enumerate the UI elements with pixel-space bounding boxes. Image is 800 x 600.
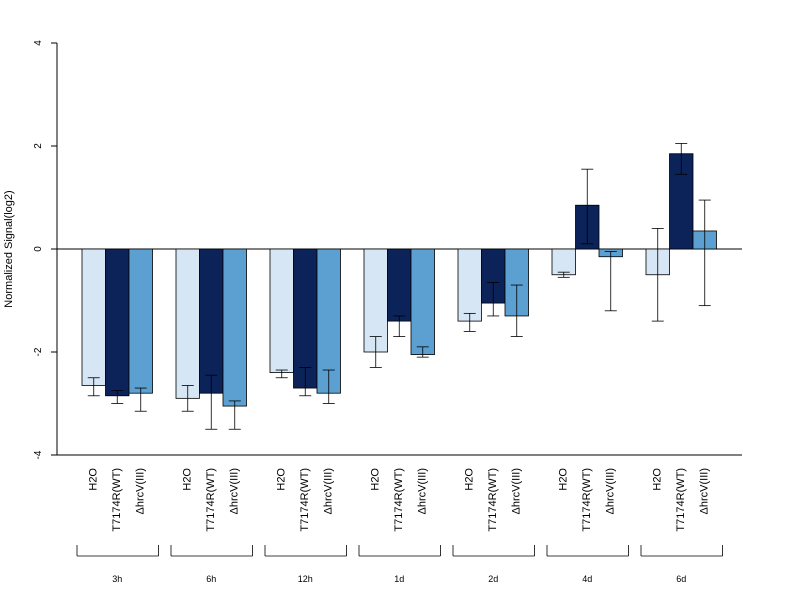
x-tick-label: H2O: [370, 468, 382, 491]
bar: [105, 248, 130, 397]
x-tick-label: ΔhrcV(III): [323, 468, 335, 514]
x-tick-label: H2O: [652, 468, 664, 491]
group-label: 4d: [582, 574, 592, 584]
bar: [81, 248, 106, 386]
y-tick-label: 0: [33, 246, 44, 252]
bar: [269, 248, 294, 373]
x-tick-label: H2O: [182, 468, 194, 491]
x-tick-label: T7174R(WT): [205, 468, 217, 532]
x-tick-label: ΔhrcV(III): [699, 468, 711, 514]
x-tick-label: T7174R(WT): [581, 468, 593, 532]
y-tick-label: -2: [33, 347, 44, 356]
bar: [128, 248, 153, 394]
x-tick-label: T7174R(WT): [487, 468, 499, 532]
bar: [410, 248, 435, 355]
group-label: 1d: [394, 574, 404, 584]
bar: [551, 248, 576, 276]
x-tick-label: T7174R(WT): [111, 468, 123, 532]
x-tick-label: ΔhrcV(III): [229, 468, 241, 514]
x-tick-label: H2O: [88, 468, 100, 491]
x-tick-label: T7174R(WT): [299, 468, 311, 532]
x-tick-label: T7174R(WT): [393, 468, 405, 532]
x-tick-labels: H2O T7174R(WT) ΔhrcV(III) H2O T7174R(WT) Δhrc…: [88, 468, 711, 532]
group-label: 6h: [206, 574, 216, 584]
bar: [222, 248, 247, 407]
axes: -4 -2 0 2 4: [33, 40, 742, 459]
group-label: 3h: [112, 574, 122, 584]
y-axis-title: Normalized Signal(log2): [3, 190, 15, 307]
x-tick-label: H2O: [276, 468, 288, 491]
x-tick-label: T7174R(WT): [675, 468, 687, 532]
x-tick-label: ΔhrcV(III): [417, 468, 429, 514]
y-tick-label: 2: [33, 143, 44, 149]
x-tick-label: ΔhrcV(III): [511, 468, 523, 514]
x-tick-label: ΔhrcV(III): [605, 468, 617, 514]
group-label: 12h: [298, 574, 313, 584]
group-label: 2d: [488, 574, 498, 584]
bar: [387, 248, 412, 322]
group-label: 6d: [676, 574, 686, 584]
bars: [81, 153, 717, 407]
x-tick-label: ΔhrcV(III): [135, 468, 147, 514]
bar: [175, 248, 200, 399]
group-labels: 3h 6h 12h 1d 2d 4d 6d: [76, 545, 723, 584]
bar: [199, 248, 224, 394]
error-bars: [87, 143, 711, 430]
bar: [457, 248, 482, 322]
x-tick-label: H2O: [558, 468, 570, 491]
y-tick-label: 4: [33, 40, 44, 46]
y-tick-label: -4: [33, 450, 44, 459]
x-tick-label: H2O: [464, 468, 476, 491]
